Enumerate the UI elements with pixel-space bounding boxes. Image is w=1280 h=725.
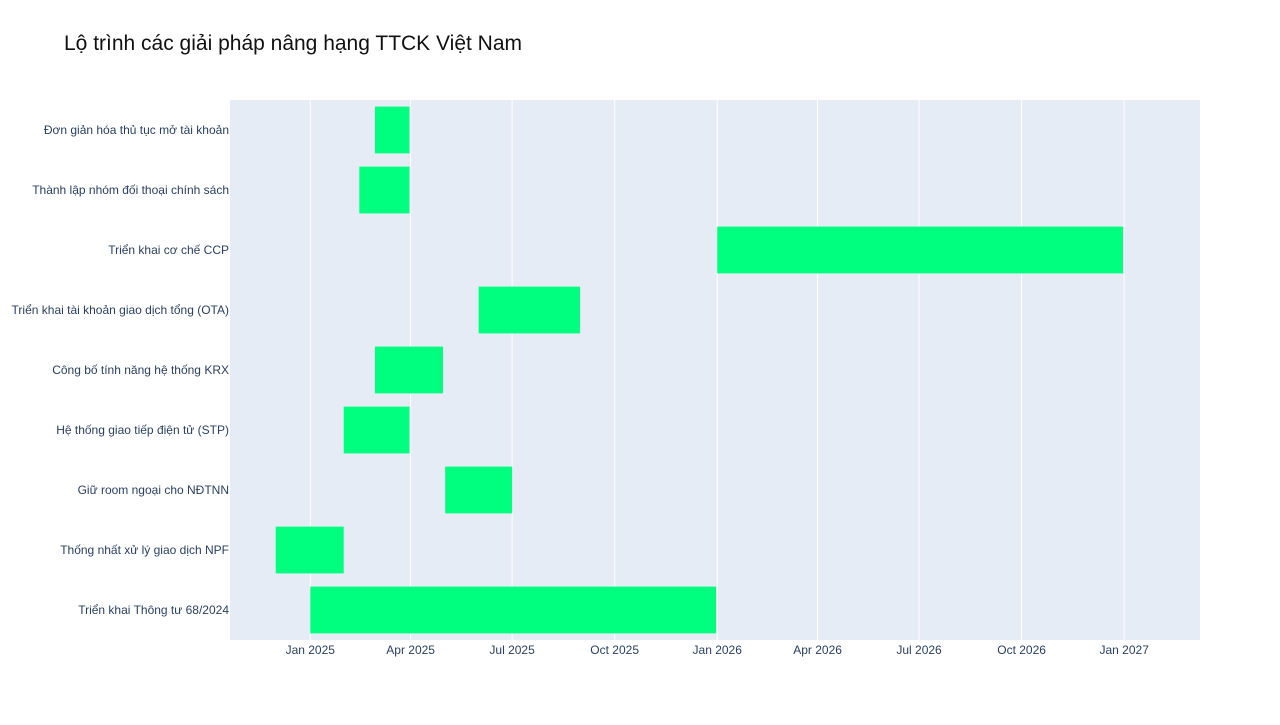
y-tick-label: Triển khai tài khoản giao dịch tổng (OTA… — [12, 303, 229, 317]
y-tick-label: Hệ thống giao tiếp điện tử (STP) — [56, 423, 229, 437]
x-tick-label: Apr 2026 — [793, 643, 842, 657]
x-tick-label: Oct 2025 — [590, 643, 639, 657]
gantt-bar[interactable] — [374, 106, 410, 154]
chart-title: Lộ trình các giải pháp nâng hạng TTCK Vi… — [64, 32, 522, 55]
gantt-bar[interactable] — [359, 166, 410, 214]
gantt-bar[interactable] — [717, 226, 1124, 274]
x-tick-label: Jan 2027 — [1099, 643, 1149, 657]
y-tick-labels: Đơn giản hóa thủ tục mở tài khoản Thành l… — [12, 123, 230, 617]
y-tick-label: Đơn giản hóa thủ tục mở tài khoản — [44, 123, 229, 137]
gantt-bar[interactable] — [445, 466, 513, 514]
gantt-bar[interactable] — [374, 346, 443, 394]
x-tick-labels: Jan 2025 Apr 2025 Jul 2025 Oct 2025 Jan 2026… — [286, 643, 1150, 657]
gantt-bar[interactable] — [343, 406, 410, 454]
y-tick-label: Thành lập nhóm đối thoại chính sách — [32, 183, 229, 197]
gantt-bar[interactable] — [478, 286, 581, 334]
x-tick-label: Jan 2026 — [693, 643, 743, 657]
gantt-bar[interactable] — [310, 586, 717, 634]
y-tick-label: Triển khai Thông tư 68/2024 — [78, 603, 229, 617]
x-tick-label: Jul 2025 — [489, 643, 535, 657]
x-tick-label: Oct 2026 — [997, 643, 1046, 657]
x-tick-label: Apr 2025 — [386, 643, 435, 657]
gantt-bar[interactable] — [275, 526, 344, 574]
x-tick-label: Jul 2026 — [896, 643, 942, 657]
y-tick-label: Thống nhất xử lý giao dịch NPF — [60, 543, 229, 557]
y-tick-label: Công bố tính năng hệ thống KRX — [52, 363, 229, 377]
bars — [275, 106, 1124, 634]
y-tick-label: Triển khai cơ chế CCP — [108, 243, 229, 257]
y-tick-label: Giữ room ngoại cho NĐTNN — [78, 483, 229, 497]
x-tick-label: Jan 2025 — [286, 643, 336, 657]
